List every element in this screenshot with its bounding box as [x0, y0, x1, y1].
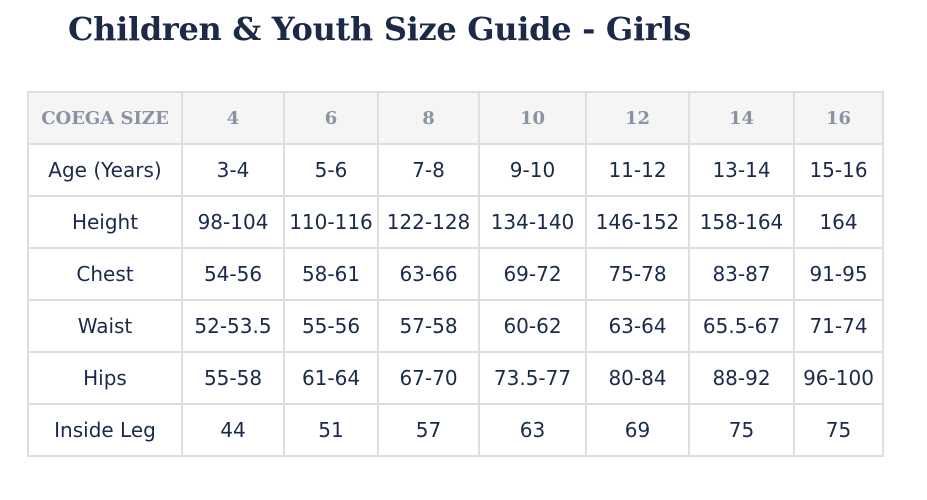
row-label: Age (Years) [27, 143, 183, 197]
table-cell: 83-87 [688, 247, 795, 301]
table-cell: 5-6 [283, 143, 379, 197]
table-cell: 80-84 [585, 351, 690, 405]
table-cell: 75 [688, 403, 795, 457]
table-cell: 57 [377, 403, 480, 457]
row-label: Waist [27, 299, 183, 353]
table-cell: 63 [478, 403, 587, 457]
column-header: 8 [377, 91, 480, 145]
table-cell: 65.5-67 [688, 299, 795, 353]
table-cell: 73.5-77 [478, 351, 587, 405]
table-row: Hips 55-58 61-64 67-70 73.5-77 80-84 88-92 96-1… [27, 351, 884, 405]
table-cell: 110-116 [283, 195, 379, 249]
table-cell: 67-70 [377, 351, 480, 405]
table-cell: 55-58 [181, 351, 285, 405]
column-header: 14 [688, 91, 795, 145]
table-cell: 96-100 [793, 351, 884, 405]
table-cell: 44 [181, 403, 285, 457]
table-cell: 69 [585, 403, 690, 457]
table-cell: 11-12 [585, 143, 690, 197]
table-cell: 69-72 [478, 247, 587, 301]
column-header: 10 [478, 91, 587, 145]
table-cell: 98-104 [181, 195, 285, 249]
column-header: COEGA SIZE [27, 91, 183, 145]
table-cell: 164 [793, 195, 884, 249]
size-table: COEGA SIZE 4 6 8 10 12 14 16 Age (Years) 3-4 5-6 7… [27, 91, 884, 457]
table-cell: 134-140 [478, 195, 587, 249]
table-cell: 122-128 [377, 195, 480, 249]
table-body: Age (Years) 3-4 5-6 7-8 9-10 11-12 13-14 15-16 H… [27, 143, 884, 457]
table-cell: 61-64 [283, 351, 379, 405]
table-cell: 3-4 [181, 143, 285, 197]
column-header: 12 [585, 91, 690, 145]
table-cell: 51 [283, 403, 379, 457]
table-cell: 58-61 [283, 247, 379, 301]
table-cell: 15-16 [793, 143, 884, 197]
table-row: Age (Years) 3-4 5-6 7-8 9-10 11-12 13-14 15-16 [27, 143, 884, 197]
table-cell: 63-66 [377, 247, 480, 301]
table-cell: 75-78 [585, 247, 690, 301]
table-cell: 71-74 [793, 299, 884, 353]
row-label: Inside Leg [27, 403, 183, 457]
table-cell: 75 [793, 403, 884, 457]
row-label: Hips [27, 351, 183, 405]
table-cell: 7-8 [377, 143, 480, 197]
header-row: COEGA SIZE 4 6 8 10 12 14 16 [27, 91, 884, 145]
title: Children & Youth Size Guide - Girls [68, 10, 691, 48]
row-label: Chest [27, 247, 183, 301]
table-cell: 146-152 [585, 195, 690, 249]
column-header: 4 [181, 91, 285, 145]
table-row: Height 98-104 110-116 122-128 134-140 146-152… [27, 195, 884, 249]
table-cell: 158-164 [688, 195, 795, 249]
table-cell: 91-95 [793, 247, 884, 301]
table-cell: 9-10 [478, 143, 587, 197]
table-cell: 13-14 [688, 143, 795, 197]
table-row: Waist 52-53.5 55-56 57-58 60-62 63-64 65.5-67 7… [27, 299, 884, 353]
table-cell: 57-58 [377, 299, 480, 353]
table-cell: 55-56 [283, 299, 379, 353]
column-header: 16 [793, 91, 884, 145]
table-row: Inside Leg 44 51 57 63 69 75 75 [27, 403, 884, 457]
row-label: Height [27, 195, 183, 249]
table-cell: 54-56 [181, 247, 285, 301]
table-cell: 88-92 [688, 351, 795, 405]
column-header: 6 [283, 91, 379, 145]
table-cell: 52-53.5 [181, 299, 285, 353]
table-cell: 60-62 [478, 299, 587, 353]
table-cell: 63-64 [585, 299, 690, 353]
table-row: Chest 54-56 58-61 63-66 69-72 75-78 83-87 91-95 [27, 247, 884, 301]
